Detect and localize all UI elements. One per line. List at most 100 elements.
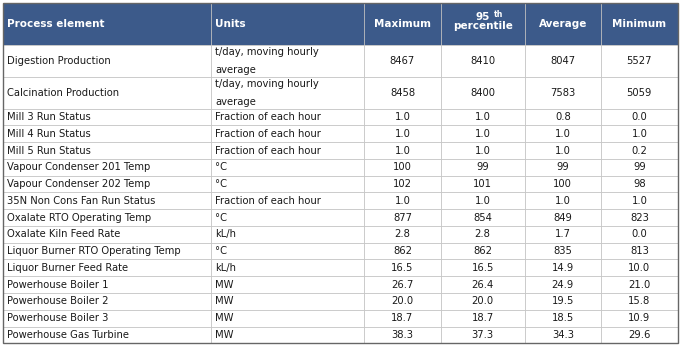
Text: 18.7: 18.7 [392, 313, 413, 323]
Text: Average: Average [539, 19, 587, 29]
Bar [211, 226, 364, 243]
Text: Fraction of each hour: Fraction of each hour [215, 129, 321, 139]
Text: Liquor Burner Feed Rate: Liquor Burner Feed Rate [7, 263, 129, 273]
Text: Fraction of each hour: Fraction of each hour [215, 146, 321, 156]
Text: 1.0: 1.0 [475, 196, 490, 206]
Text: 37.3: 37.3 [471, 330, 494, 340]
Text: 29.6: 29.6 [628, 330, 650, 340]
Bar [524, 326, 601, 343]
Text: 854: 854 [473, 213, 492, 223]
Text: average: average [215, 97, 256, 107]
Bar [524, 3, 601, 45]
Text: 849: 849 [554, 213, 572, 223]
Text: Calcination Production: Calcination Production [7, 88, 120, 98]
Bar [3, 326, 211, 343]
Bar [441, 3, 524, 45]
Text: 8467: 8467 [390, 56, 415, 66]
Text: kL/h: kL/h [215, 263, 236, 273]
Text: 99: 99 [476, 162, 489, 172]
Bar [441, 293, 524, 310]
Text: Minimum: Minimum [612, 19, 667, 29]
Bar [601, 193, 678, 209]
Text: 21.0: 21.0 [628, 279, 650, 289]
Bar [211, 3, 364, 45]
Text: 1.7: 1.7 [555, 229, 571, 239]
Bar [3, 259, 211, 276]
Text: 8458: 8458 [390, 88, 415, 98]
Bar [211, 109, 364, 125]
Text: 0.2: 0.2 [631, 146, 647, 156]
Text: 38.3: 38.3 [392, 330, 413, 340]
Bar [441, 45, 524, 77]
Text: 823: 823 [630, 213, 649, 223]
Bar [601, 125, 678, 142]
Bar [3, 159, 211, 176]
Text: Mill 3 Run Status: Mill 3 Run Status [7, 112, 91, 122]
Text: 19.5: 19.5 [552, 296, 574, 306]
Text: th: th [494, 10, 503, 19]
Bar [601, 45, 678, 77]
Bar [441, 276, 524, 293]
Bar [601, 159, 678, 176]
Text: 1.0: 1.0 [394, 196, 411, 206]
Text: 15.8: 15.8 [628, 296, 650, 306]
Text: average: average [215, 65, 256, 75]
Bar [3, 176, 211, 193]
Text: 1.0: 1.0 [394, 146, 411, 156]
Bar [211, 159, 364, 176]
Bar [524, 293, 601, 310]
Bar [601, 243, 678, 259]
Text: t/day, moving hourly: t/day, moving hourly [215, 47, 319, 57]
Bar [364, 159, 441, 176]
Text: 101: 101 [473, 179, 492, 189]
Bar [364, 3, 441, 45]
Text: 95: 95 [475, 12, 490, 22]
Bar [524, 310, 601, 326]
Bar [524, 243, 601, 259]
Text: Process element: Process element [7, 19, 105, 29]
Text: 1.0: 1.0 [555, 129, 571, 139]
Text: 877: 877 [393, 213, 412, 223]
Text: MW: MW [215, 279, 234, 289]
Text: MW: MW [215, 313, 234, 323]
Bar [441, 259, 524, 276]
Bar [211, 259, 364, 276]
Bar [3, 226, 211, 243]
Text: Powerhouse Boiler 2: Powerhouse Boiler 2 [7, 296, 109, 306]
Bar [364, 259, 441, 276]
Text: 7583: 7583 [550, 88, 575, 98]
Bar [524, 226, 601, 243]
Text: Powerhouse Boiler 3: Powerhouse Boiler 3 [7, 313, 109, 323]
Bar [601, 310, 678, 326]
Bar [364, 209, 441, 226]
Bar [3, 142, 211, 159]
Bar [441, 209, 524, 226]
Bar [524, 109, 601, 125]
Bar [524, 77, 601, 109]
Bar [3, 276, 211, 293]
Text: kL/h: kL/h [215, 229, 236, 239]
Bar [524, 45, 601, 77]
Text: 1.0: 1.0 [475, 129, 490, 139]
Text: 1.0: 1.0 [631, 196, 647, 206]
Bar [524, 125, 601, 142]
Bar [3, 77, 211, 109]
Text: 0.8: 0.8 [555, 112, 571, 122]
Bar [601, 142, 678, 159]
Text: 20.0: 20.0 [471, 296, 494, 306]
Bar [211, 209, 364, 226]
Text: Oxalate Kiln Feed Rate: Oxalate Kiln Feed Rate [7, 229, 121, 239]
Text: 8400: 8400 [470, 88, 495, 98]
Bar [441, 142, 524, 159]
Bar [524, 159, 601, 176]
Text: 10.0: 10.0 [629, 263, 650, 273]
Text: 8410: 8410 [470, 56, 495, 66]
Bar [364, 326, 441, 343]
Bar [441, 226, 524, 243]
Text: 813: 813 [630, 246, 649, 256]
Bar [364, 176, 441, 193]
Text: 98: 98 [633, 179, 646, 189]
Bar [3, 109, 211, 125]
Bar [441, 243, 524, 259]
Text: 20.0: 20.0 [392, 296, 413, 306]
